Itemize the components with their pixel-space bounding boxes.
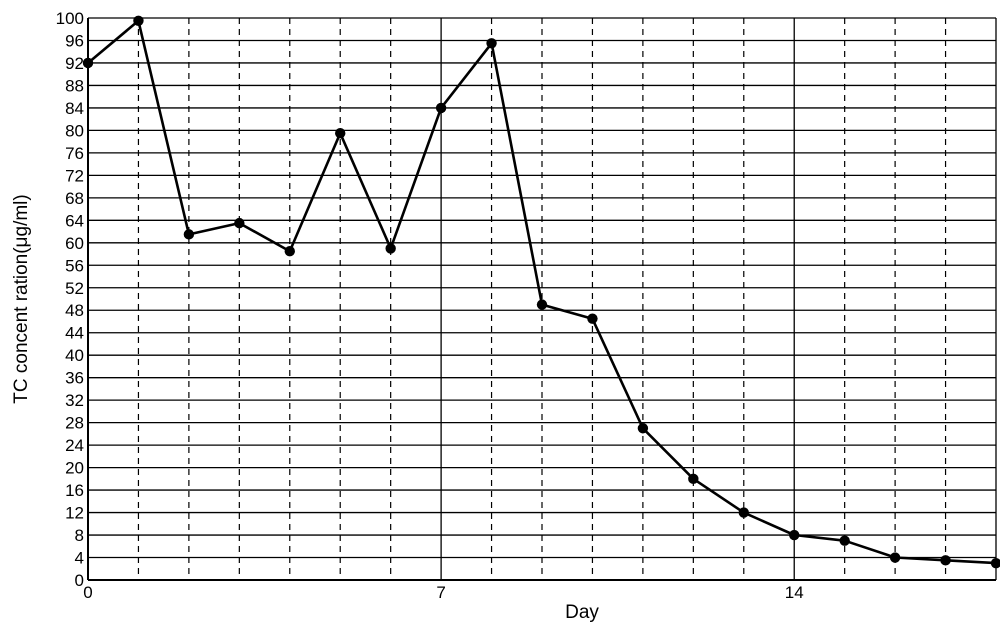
- y-tick-label: 44: [65, 324, 84, 343]
- x-tick-label: 7: [436, 583, 445, 602]
- data-point: [82, 57, 94, 69]
- data-point: [990, 557, 1000, 569]
- data-point: [889, 552, 901, 563]
- data-point: [133, 15, 144, 27]
- x-tick-label: 0: [83, 583, 92, 602]
- y-tick-label: 0: [75, 571, 84, 590]
- x-tick-labels: 0 7 14: [83, 583, 803, 602]
- data-point: [637, 423, 649, 434]
- data-point: [738, 507, 749, 518]
- y-tick-label: 32: [65, 391, 84, 410]
- data-point: [688, 473, 699, 485]
- data-points: [82, 15, 1000, 569]
- data-point: [940, 555, 951, 566]
- y-tick-label: 48: [65, 301, 84, 320]
- y-axis-title: TC concent ration(μg/ml): [11, 194, 32, 403]
- data-point: [234, 217, 245, 229]
- data-point: [335, 128, 346, 139]
- x-axis-title: Day: [565, 602, 599, 623]
- data-point: [183, 229, 195, 240]
- y-tick-label: 72: [65, 166, 84, 185]
- data-point: [385, 243, 396, 254]
- y-tick-label: 56: [65, 256, 84, 275]
- data-point: [587, 313, 598, 324]
- data-point: [789, 529, 800, 541]
- y-tick-label: 52: [65, 279, 84, 298]
- y-tick-label: 60: [65, 234, 84, 253]
- y-tick-label: 84: [65, 99, 84, 118]
- data-point: [284, 246, 295, 257]
- y-tick-label: 96: [65, 31, 84, 50]
- y-tick-label: 40: [65, 346, 84, 365]
- data-point: [435, 102, 447, 114]
- data-point: [839, 535, 850, 546]
- y-tick-label: 68: [65, 189, 84, 208]
- y-tick-labels: 0481216202428323640444852566064687276808…: [56, 9, 84, 590]
- y-tick-label: 16: [65, 481, 84, 500]
- y-tick-label: 88: [65, 76, 84, 95]
- y-tick-label: 24: [65, 436, 84, 455]
- x-tick-label: 14: [785, 583, 804, 602]
- y-tick-label: 76: [65, 144, 84, 163]
- y-tick-label: 36: [65, 369, 84, 388]
- y-tick-label: 12: [65, 504, 84, 523]
- y-tick-label: 20: [65, 459, 84, 478]
- y-tick-label: 92: [65, 54, 84, 73]
- y-tick-label: 64: [65, 211, 84, 230]
- data-point: [486, 38, 497, 49]
- y-tick-label: 8: [75, 526, 84, 545]
- y-tick-label: 100: [56, 9, 84, 28]
- grid: [87, 17, 997, 581]
- data-point: [536, 299, 548, 310]
- y-tick-label: 4: [75, 549, 84, 568]
- y-tick-label: 28: [65, 414, 84, 433]
- axes: [87, 18, 996, 581]
- y-tick-label: 80: [65, 121, 84, 140]
